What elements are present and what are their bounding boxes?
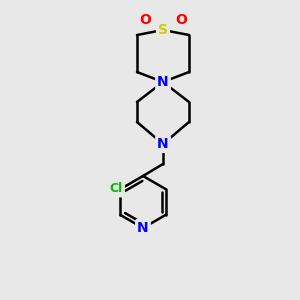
Text: N: N (157, 137, 169, 151)
Text: O: O (139, 13, 151, 27)
Text: Cl: Cl (110, 182, 123, 196)
Text: N: N (157, 75, 169, 89)
Text: O: O (175, 13, 187, 27)
Text: S: S (158, 23, 168, 37)
Text: N: N (137, 221, 149, 235)
